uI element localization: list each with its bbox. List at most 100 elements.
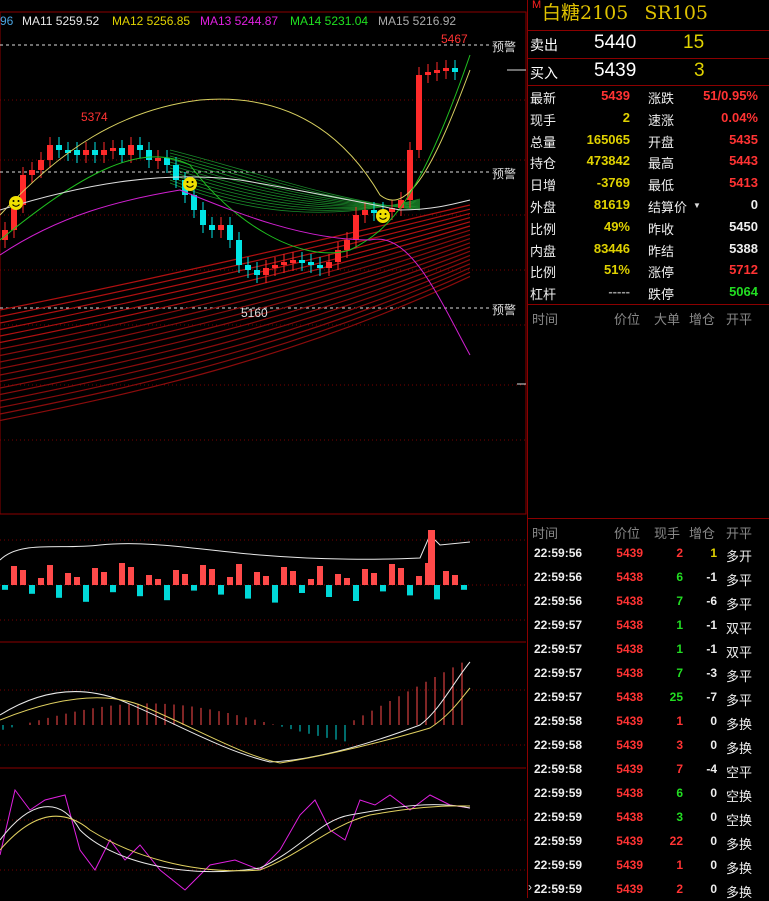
low-price-label: 5160 <box>241 306 268 320</box>
tick-oi: -4 <box>706 762 717 776</box>
volume-bar <box>164 585 170 601</box>
volume-bar <box>2 585 8 590</box>
quote-value: 81619 <box>593 197 630 212</box>
smiley-signal-icons <box>9 177 390 223</box>
tick-row[interactable]: 22:59:59 5439 2 0 多换 <box>528 879 769 901</box>
tick-qty: 2 <box>676 882 683 896</box>
tick-row[interactable]: 22:59:59 5438 6 0 空换 <box>528 783 769 805</box>
tick-header: 时间 价位 现手 增仓 开平 <box>528 520 769 542</box>
alert-label-low[interactable]: 预警 <box>492 303 517 317</box>
quote-row: 最新 5439 涨跌 51/0.95% <box>528 86 769 108</box>
ma-legend-item: MA13 5244.87 <box>200 14 279 28</box>
ma-ribbon-line <box>0 254 471 389</box>
bid-price: 5439 <box>594 60 637 81</box>
bid-row[interactable]: 买入 5439 3 <box>528 59 769 85</box>
volume-bar <box>191 585 197 591</box>
candle-body <box>83 150 89 155</box>
big-order-col-time: 时间 <box>532 312 559 327</box>
tick-row[interactable]: 22:59:58 5439 7 -4 空平 <box>528 759 769 781</box>
tick-price: 5438 <box>616 810 643 824</box>
quote-row: 比例 49% 昨收 5450 <box>528 217 769 239</box>
volume-bar <box>11 566 17 585</box>
tick-price: 5438 <box>616 570 643 584</box>
candle-body <box>38 160 44 170</box>
tick-oi: -7 <box>706 690 717 704</box>
tick-row[interactable]: 22:59:59 5439 1 0 多换 <box>528 855 769 877</box>
candle-body <box>416 75 422 150</box>
tick-time: 22:59:57 <box>534 642 583 656</box>
kline-chart-area[interactable]: 96 MA11 5259.52 MA12 5256.85 MA13 5244.87 MA… <box>0 0 527 898</box>
tick-row[interactable]: 22:59:58 5439 1 0 多换 <box>528 711 769 733</box>
tick-price: 5439 <box>616 762 643 776</box>
tick-row[interactable]: 22:59:57 5438 25 -7 多平 <box>528 687 769 709</box>
tick-row[interactable]: 22:59:57 5438 1 -1 双平 <box>528 615 769 637</box>
quote-row: 比例 51% 涨停 5712 <box>528 260 769 282</box>
volume-bar <box>137 585 143 597</box>
chevron-down-icon[interactable]: ▼ <box>693 201 701 210</box>
bid-qty: 3 <box>694 60 705 81</box>
tick-type: 多平 <box>726 597 753 612</box>
tick-time: 22:59:57 <box>534 666 583 680</box>
volume-bar <box>443 571 449 585</box>
ma-ribbon-line <box>0 208 471 318</box>
volume-bar <box>236 564 242 585</box>
tick-row[interactable]: 22:59:59 5438 3 0 空换 <box>528 807 769 829</box>
candle-body <box>56 145 62 150</box>
quote-label: 杠杆 <box>530 287 557 303</box>
tick-price: 5439 <box>616 858 643 872</box>
tick-oi: -3 <box>706 666 717 680</box>
quote-row: 内盘 83446 昨结 5388 <box>528 239 769 261</box>
tick-row[interactable]: 22:59:57 5438 7 -3 多平 <box>528 663 769 685</box>
tick-row[interactable]: 22:59:58 5439 3 0 多换 <box>528 735 769 757</box>
tick-row[interactable]: 22:59:56 5439 2 1 多开 <box>528 543 769 565</box>
tick-row[interactable]: 22:59:59 5439 22 0 多换 <box>528 831 769 853</box>
quote-value: -3769 <box>596 175 630 191</box>
candle-body <box>326 262 332 268</box>
volume-bar <box>200 565 206 585</box>
volume-bar <box>263 576 269 585</box>
tick-qty: 1 <box>676 858 683 872</box>
tick-row[interactable]: 22:59:56 5438 7 -6 多平 <box>528 591 769 613</box>
quote-label: 结算价 <box>648 200 688 215</box>
quote-value: 473842 <box>586 153 630 169</box>
ma-legend-item: MA11 5259.52 <box>22 14 100 28</box>
quote-row: 现手 2 速涨 0.04% <box>528 108 769 130</box>
quote-label: 比例 <box>530 265 557 281</box>
volume-bar <box>101 572 107 585</box>
quote-label: 内盘 <box>530 243 557 259</box>
tick-price: 5438 <box>616 666 643 680</box>
tick-type: 多换 <box>726 717 753 732</box>
tick-time: 22:59:59 <box>534 858 583 872</box>
big-order-col-price: 价位 <box>614 312 641 327</box>
tick-qty: 2 <box>676 546 683 560</box>
tick-type: 多换 <box>726 741 753 756</box>
instrument-name: 白糖2105 <box>542 2 629 24</box>
quote-label: 开盘 <box>648 134 675 150</box>
tick-type: 空换 <box>726 789 753 804</box>
ma-ribbon-line <box>0 271 471 415</box>
ma-ribbon-line <box>169 182 421 213</box>
volume-bar <box>38 578 44 585</box>
ma-legend: 96 MA11 5259.52 MA12 5256.85 MA13 5244.87 MA… <box>0 0 527 28</box>
ask-row[interactable]: 卖出 5440 15 <box>528 31 769 58</box>
tick-price: 5439 <box>616 714 643 728</box>
tick-time: 22:59:59 <box>534 882 583 896</box>
tick-row[interactable]: 22:59:56 5438 6 -1 多平 <box>528 567 769 589</box>
tick-qty: 6 <box>676 570 683 584</box>
tick-price: 5439 <box>616 834 643 848</box>
candle-body <box>371 210 377 213</box>
tick-row[interactable]: 22:59:57 5438 1 -1 双平 <box>528 639 769 661</box>
volume-bar <box>128 567 134 585</box>
quote-label: 跌停 <box>648 287 675 303</box>
big-order-col-type: 开平 <box>726 312 753 327</box>
kline-chart[interactable] <box>0 0 527 898</box>
tick-type: 多平 <box>726 693 753 708</box>
candle-body <box>398 200 404 208</box>
ma-ribbon <box>0 149 471 422</box>
tick-time: 22:59:58 <box>534 714 583 728</box>
alert-label-top[interactable]: 预警 <box>492 40 517 54</box>
tick-oi: 0 <box>710 882 717 896</box>
candle-body <box>65 150 71 153</box>
volume-bar <box>83 585 89 602</box>
alert-label-mid[interactable]: 预警 <box>492 167 517 181</box>
